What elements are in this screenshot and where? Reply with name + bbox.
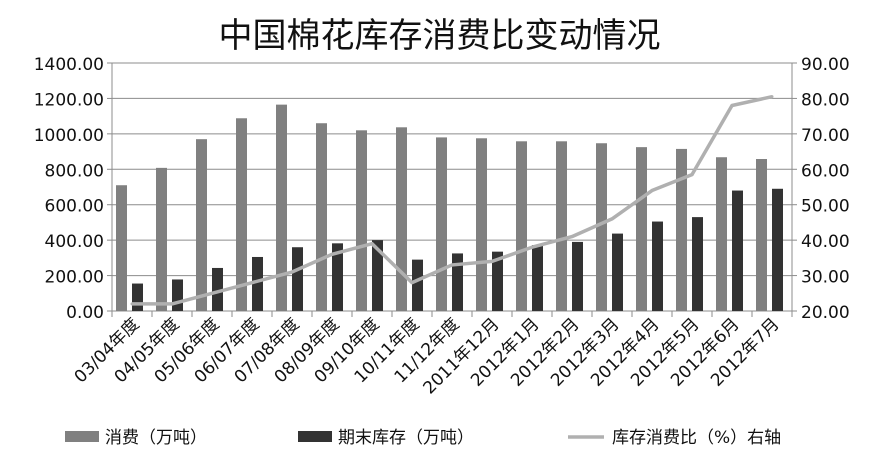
- consumption-bar: [636, 147, 647, 311]
- consumption-bar: [596, 143, 607, 311]
- y-right-tick-label: 40.00: [801, 232, 850, 252]
- y-right-tick-label: 50.00: [801, 197, 850, 217]
- legend-label: 期末库存（万吨）: [338, 428, 474, 448]
- legend-swatch: [65, 431, 99, 442]
- y-left-tick-label: 1200.00: [34, 90, 104, 110]
- ending-stock-bar: [652, 221, 663, 311]
- ratio-point: [610, 217, 614, 221]
- consumption-bar: [676, 148, 687, 311]
- ratio-point: [770, 95, 774, 99]
- ending-stock-bar: [252, 256, 263, 311]
- y-left-tick-label: 400.00: [45, 232, 104, 252]
- ending-stock-bar: [332, 243, 343, 311]
- ending-stock-bar: [132, 283, 143, 311]
- legend-label: 库存消费比（%）右轴: [612, 428, 781, 448]
- consumption-bar: [716, 157, 727, 311]
- ratio-point: [450, 263, 454, 267]
- consumption-bar: [276, 104, 287, 311]
- y-left-tick-label: 1000.00: [34, 126, 104, 146]
- y-left-tick-label: 200.00: [45, 268, 104, 288]
- ratio-point: [410, 281, 414, 285]
- ratio-point: [490, 259, 494, 263]
- ending-stock-bar: [612, 233, 623, 311]
- ratio-point: [210, 291, 214, 295]
- ratio-point: [530, 245, 534, 249]
- ratio-point: [650, 189, 654, 193]
- consumption-bar: [236, 118, 247, 311]
- chart-title: 中国棉花库存消费比变动情况: [218, 16, 661, 56]
- ratio-point: [330, 252, 334, 256]
- consumption-bar: [516, 141, 527, 311]
- y-left-tick-label: 600.00: [45, 197, 104, 217]
- ratio-point: [290, 270, 294, 274]
- legend-swatch: [298, 431, 332, 442]
- ratio-point: [370, 242, 374, 246]
- ending-stock-bar: [372, 240, 383, 311]
- consumption-bar: [356, 130, 367, 311]
- ratio-point: [690, 173, 694, 177]
- ratio-point: [130, 302, 134, 306]
- ending-stock-bar: [772, 188, 783, 311]
- ending-stock-bar: [172, 279, 183, 311]
- consumption-bar: [156, 167, 167, 311]
- ratio-point: [730, 104, 734, 108]
- y-right-tick-label: 70.00: [801, 126, 850, 146]
- ending-stock-bar: [492, 251, 503, 311]
- y-right-tick-label: 90.00: [801, 55, 850, 75]
- consumption-bar: [116, 185, 127, 311]
- ratio-point: [570, 235, 574, 239]
- y-right-tick-label: 60.00: [801, 161, 850, 181]
- ending-stock-bar: [692, 217, 703, 311]
- consumption-bar: [316, 123, 327, 311]
- consumption-bar: [476, 138, 487, 311]
- consumption-bar: [396, 127, 407, 311]
- y-left-tick-label: 0.00: [66, 303, 104, 323]
- ending-stock-bar: [452, 253, 463, 311]
- ending-stock-bar: [732, 190, 743, 311]
- consumption-bar: [436, 137, 447, 311]
- y-left-tick-label: 1400.00: [34, 55, 104, 75]
- y-right-tick-label: 80.00: [801, 90, 850, 110]
- consumption-bar: [556, 141, 567, 311]
- y-right-tick-label: 30.00: [801, 268, 850, 288]
- ending-stock-bar: [292, 247, 303, 311]
- y-left-tick-label: 800.00: [45, 161, 104, 181]
- ending-stock-bar: [212, 267, 223, 311]
- ratio-point: [170, 302, 174, 306]
- ratio-point: [250, 281, 254, 285]
- y-right-tick-label: 20.00: [801, 303, 850, 323]
- consumption-bar: [196, 139, 207, 311]
- ending-stock-bar: [572, 241, 583, 311]
- ending-stock-bar: [532, 245, 543, 311]
- consumption-bar: [756, 159, 767, 311]
- ending-stock-bar: [412, 259, 423, 311]
- legend-label: 消费（万吨）: [105, 428, 207, 448]
